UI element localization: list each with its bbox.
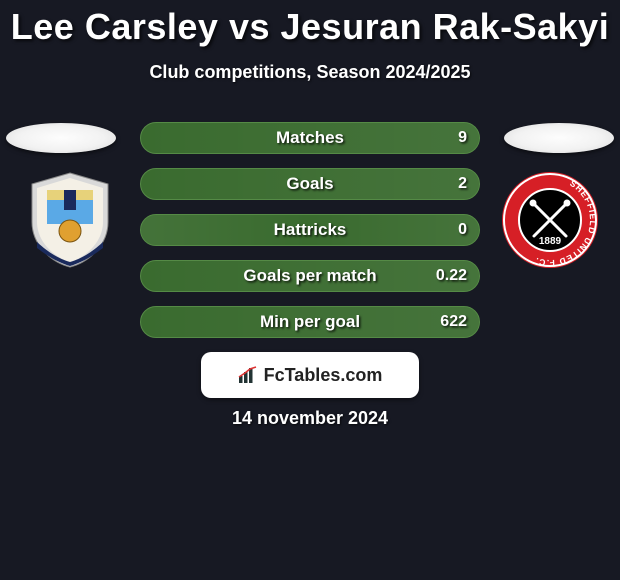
comparison-title: Lee Carsley vs Jesuran Rak-Sakyi [0, 0, 620, 48]
player1-photo-placeholder [6, 123, 116, 153]
logo-text: FcTables.com [264, 365, 383, 386]
player1-name: Lee Carsley [11, 6, 219, 47]
stat-row: Min per goal622 [140, 306, 480, 338]
vs-text: vs [229, 6, 270, 47]
stat-label: Min per goal [141, 312, 479, 332]
stat-row: Goals per match0.22 [140, 260, 480, 292]
team2-crest: SHEFFIELD UNITED F.C. 1889 [500, 170, 600, 270]
shield-icon [20, 170, 120, 270]
date: 14 november 2024 [0, 408, 620, 429]
player2-photo-placeholder [504, 123, 614, 153]
stat-label: Matches [141, 128, 479, 148]
stat-value-right: 9 [458, 129, 467, 147]
stat-value-right: 2 [458, 175, 467, 193]
stat-value-right: 0 [458, 221, 467, 239]
stat-label: Goals per match [141, 266, 479, 286]
stat-label: Hattricks [141, 220, 479, 240]
player2-name: Jesuran Rak-Sakyi [281, 6, 610, 47]
stat-label: Goals [141, 174, 479, 194]
crest-year: 1889 [539, 236, 562, 247]
team1-crest [20, 170, 120, 270]
stat-value-right: 0.22 [436, 267, 467, 285]
stat-value-right: 622 [440, 313, 467, 331]
subtitle: Club competitions, Season 2024/2025 [0, 62, 620, 83]
site-logo: FcTables.com [201, 352, 419, 398]
stat-row: Goals2 [140, 168, 480, 200]
shield-icon: SHEFFIELD UNITED F.C. 1889 [500, 170, 600, 270]
stats-bars: Matches9Goals2Hattricks0Goals per match0… [140, 122, 480, 352]
stat-row: Hattricks0 [140, 214, 480, 246]
stat-row: Matches9 [140, 122, 480, 154]
bars-icon [238, 366, 260, 384]
